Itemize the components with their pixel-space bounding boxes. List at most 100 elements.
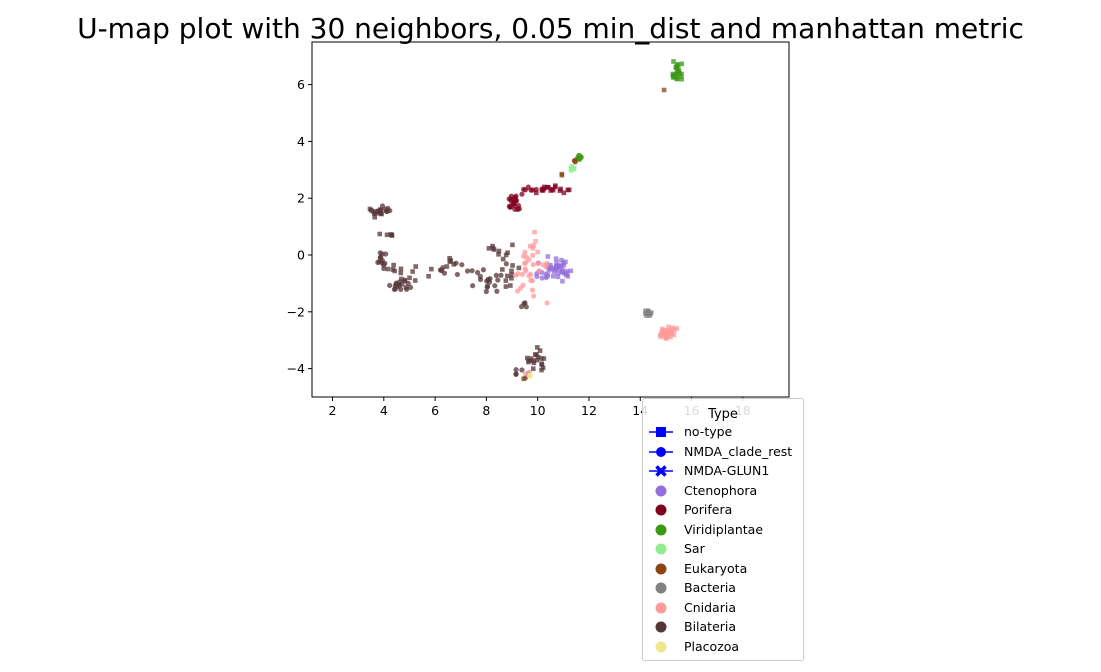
scatter-point-ctenophora bbox=[554, 266, 560, 272]
legend-item-cnidaria: Cnidaria bbox=[643, 598, 803, 618]
scatter-point-bilateria bbox=[397, 279, 403, 285]
scatter-point-bilateria bbox=[470, 283, 476, 289]
scatter-point-bilateria bbox=[387, 282, 393, 289]
scatter-point-cnidaria bbox=[658, 334, 664, 340]
legend-marker bbox=[649, 446, 673, 457]
scatter-point-bilateria bbox=[496, 252, 501, 257]
scatter-point-bilateria bbox=[474, 269, 481, 276]
scatter-point-cnidaria bbox=[664, 328, 670, 333]
scatter-point-cnidaria bbox=[544, 300, 550, 306]
scatter-point-bilateria bbox=[494, 288, 500, 294]
legend-marker bbox=[655, 504, 667, 516]
scatter-point-viridiplantae bbox=[676, 69, 682, 74]
legend-item-no-type: no-type bbox=[643, 422, 803, 442]
scatter-point-porifera bbox=[513, 197, 520, 204]
scatter-point-bilateria bbox=[447, 255, 452, 261]
points-layer bbox=[367, 59, 685, 382]
scatter-point-bilateria bbox=[498, 272, 504, 278]
legend-label: Bilateria bbox=[684, 619, 737, 634]
scatter-point-ctenophora bbox=[559, 257, 564, 263]
scatter-point-viridiplantae bbox=[671, 59, 676, 64]
scatter-point-bilateria bbox=[519, 367, 525, 373]
scatter-point-bilateria bbox=[500, 267, 505, 272]
scatter-point-bilateria bbox=[503, 261, 509, 267]
scatter-point-bilateria bbox=[375, 259, 381, 266]
scatter-point-viridiplantae bbox=[678, 74, 683, 79]
scatter-point-cnidaria bbox=[521, 260, 528, 266]
scatter-point-cnidaria bbox=[531, 243, 536, 248]
scatter-point-porifera bbox=[520, 186, 527, 192]
scatter-point-viridiplantae bbox=[674, 71, 679, 77]
scatter-point-cnidaria bbox=[530, 261, 536, 268]
scatter-point-viridiplantae bbox=[576, 152, 582, 158]
scatter-point-ctenophora bbox=[561, 260, 566, 265]
scatter-point-cnidaria bbox=[526, 273, 532, 279]
scatter-point-bilateria bbox=[451, 261, 457, 267]
scatter-point-ctenophora bbox=[555, 270, 561, 276]
scatter-point-bilateria bbox=[484, 283, 491, 289]
scatter-point-cnidaria bbox=[519, 271, 526, 277]
legend-item-sar: Sar bbox=[643, 539, 803, 559]
scatter-point-cnidaria bbox=[535, 260, 541, 267]
axes-frame bbox=[311, 41, 790, 398]
scatter-point-ctenophora bbox=[553, 263, 559, 269]
scatter-point-bilateria bbox=[493, 272, 499, 278]
scatter-point-bilateria bbox=[429, 266, 434, 272]
scatter-point-bilateria bbox=[491, 247, 497, 252]
legend-label: Eukaryota bbox=[684, 560, 748, 576]
scatter-point-bilateria bbox=[405, 280, 411, 286]
scatter-point-bilateria bbox=[510, 242, 515, 248]
scatter-point-viridiplantae bbox=[679, 61, 685, 67]
scatter-point-bilateria bbox=[399, 276, 404, 282]
scatter-point-bilateria bbox=[509, 268, 514, 274]
legend-marker bbox=[655, 602, 667, 613]
scatter-point-cnidaria bbox=[672, 327, 677, 333]
scatter-point-placozoa bbox=[526, 373, 533, 379]
legend-item-eukaryota: Eukaryota bbox=[643, 559, 803, 579]
scatter-point-bilateria bbox=[537, 348, 543, 353]
legend-label: Porifera bbox=[684, 502, 733, 517]
x-tick-label: 10 bbox=[530, 403, 546, 418]
scatter-point-porifera bbox=[566, 187, 572, 193]
scatter-point-sar bbox=[568, 166, 574, 171]
legend-marker bbox=[655, 641, 667, 652]
scatter-point-bilateria bbox=[383, 208, 389, 214]
scatter-point-bilateria bbox=[503, 284, 509, 289]
scatter-point-bacteria bbox=[648, 310, 654, 315]
scatter-point-cnidaria bbox=[530, 245, 536, 251]
legend: Type no-type NMDA_clade_rest NMDA-GLUN1 Cte… bbox=[642, 398, 804, 661]
scatter-point-cnidaria bbox=[535, 249, 541, 255]
legend-marker bbox=[655, 524, 667, 535]
legend-item-nmda-glun1: NMDA-GLUN1 bbox=[643, 461, 803, 481]
scatter-point-bilateria bbox=[412, 278, 418, 283]
scatter-point-cnidaria bbox=[540, 262, 546, 267]
scatter-point-cnidaria bbox=[667, 329, 672, 334]
scatter-point-bilateria bbox=[496, 248, 502, 254]
scatter-point-cnidaria bbox=[663, 331, 669, 337]
legend-item-placozoa: Placozoa bbox=[643, 637, 803, 657]
scatter-point-cnidaria bbox=[544, 260, 550, 266]
scatter-point-bilateria bbox=[539, 361, 544, 367]
scatter-point-bilateria bbox=[505, 250, 510, 255]
legend-marker bbox=[649, 427, 673, 437]
scatter-point-bilateria bbox=[469, 268, 475, 274]
scatter-point-bilateria bbox=[385, 266, 391, 272]
scatter-point-bilateria bbox=[392, 286, 398, 292]
scatter-point-ctenophora bbox=[555, 274, 561, 280]
scatter-point-cnidaria bbox=[536, 268, 542, 274]
scatter-point-ctenophora bbox=[565, 273, 571, 279]
scatter-point-viridiplantae bbox=[674, 63, 680, 68]
scatter-point-cnidaria bbox=[674, 326, 680, 331]
legend-marker bbox=[655, 621, 667, 633]
legend-marker bbox=[655, 543, 667, 555]
scatter-point-cnidaria bbox=[660, 328, 666, 333]
x-tick-label: 8 bbox=[482, 403, 490, 418]
y-axis-ticks: −4 −2 0 2 4 6 bbox=[287, 77, 312, 376]
scatter-point-cnidaria bbox=[528, 277, 534, 283]
scatter-point-bacteria bbox=[643, 311, 648, 316]
scatter-point-bilateria bbox=[531, 360, 537, 366]
scatter-point-sar bbox=[569, 163, 575, 169]
scatter-point-cnidaria bbox=[533, 238, 538, 244]
scatter-point-bilateria bbox=[413, 264, 419, 269]
legend-marker bbox=[655, 582, 667, 594]
